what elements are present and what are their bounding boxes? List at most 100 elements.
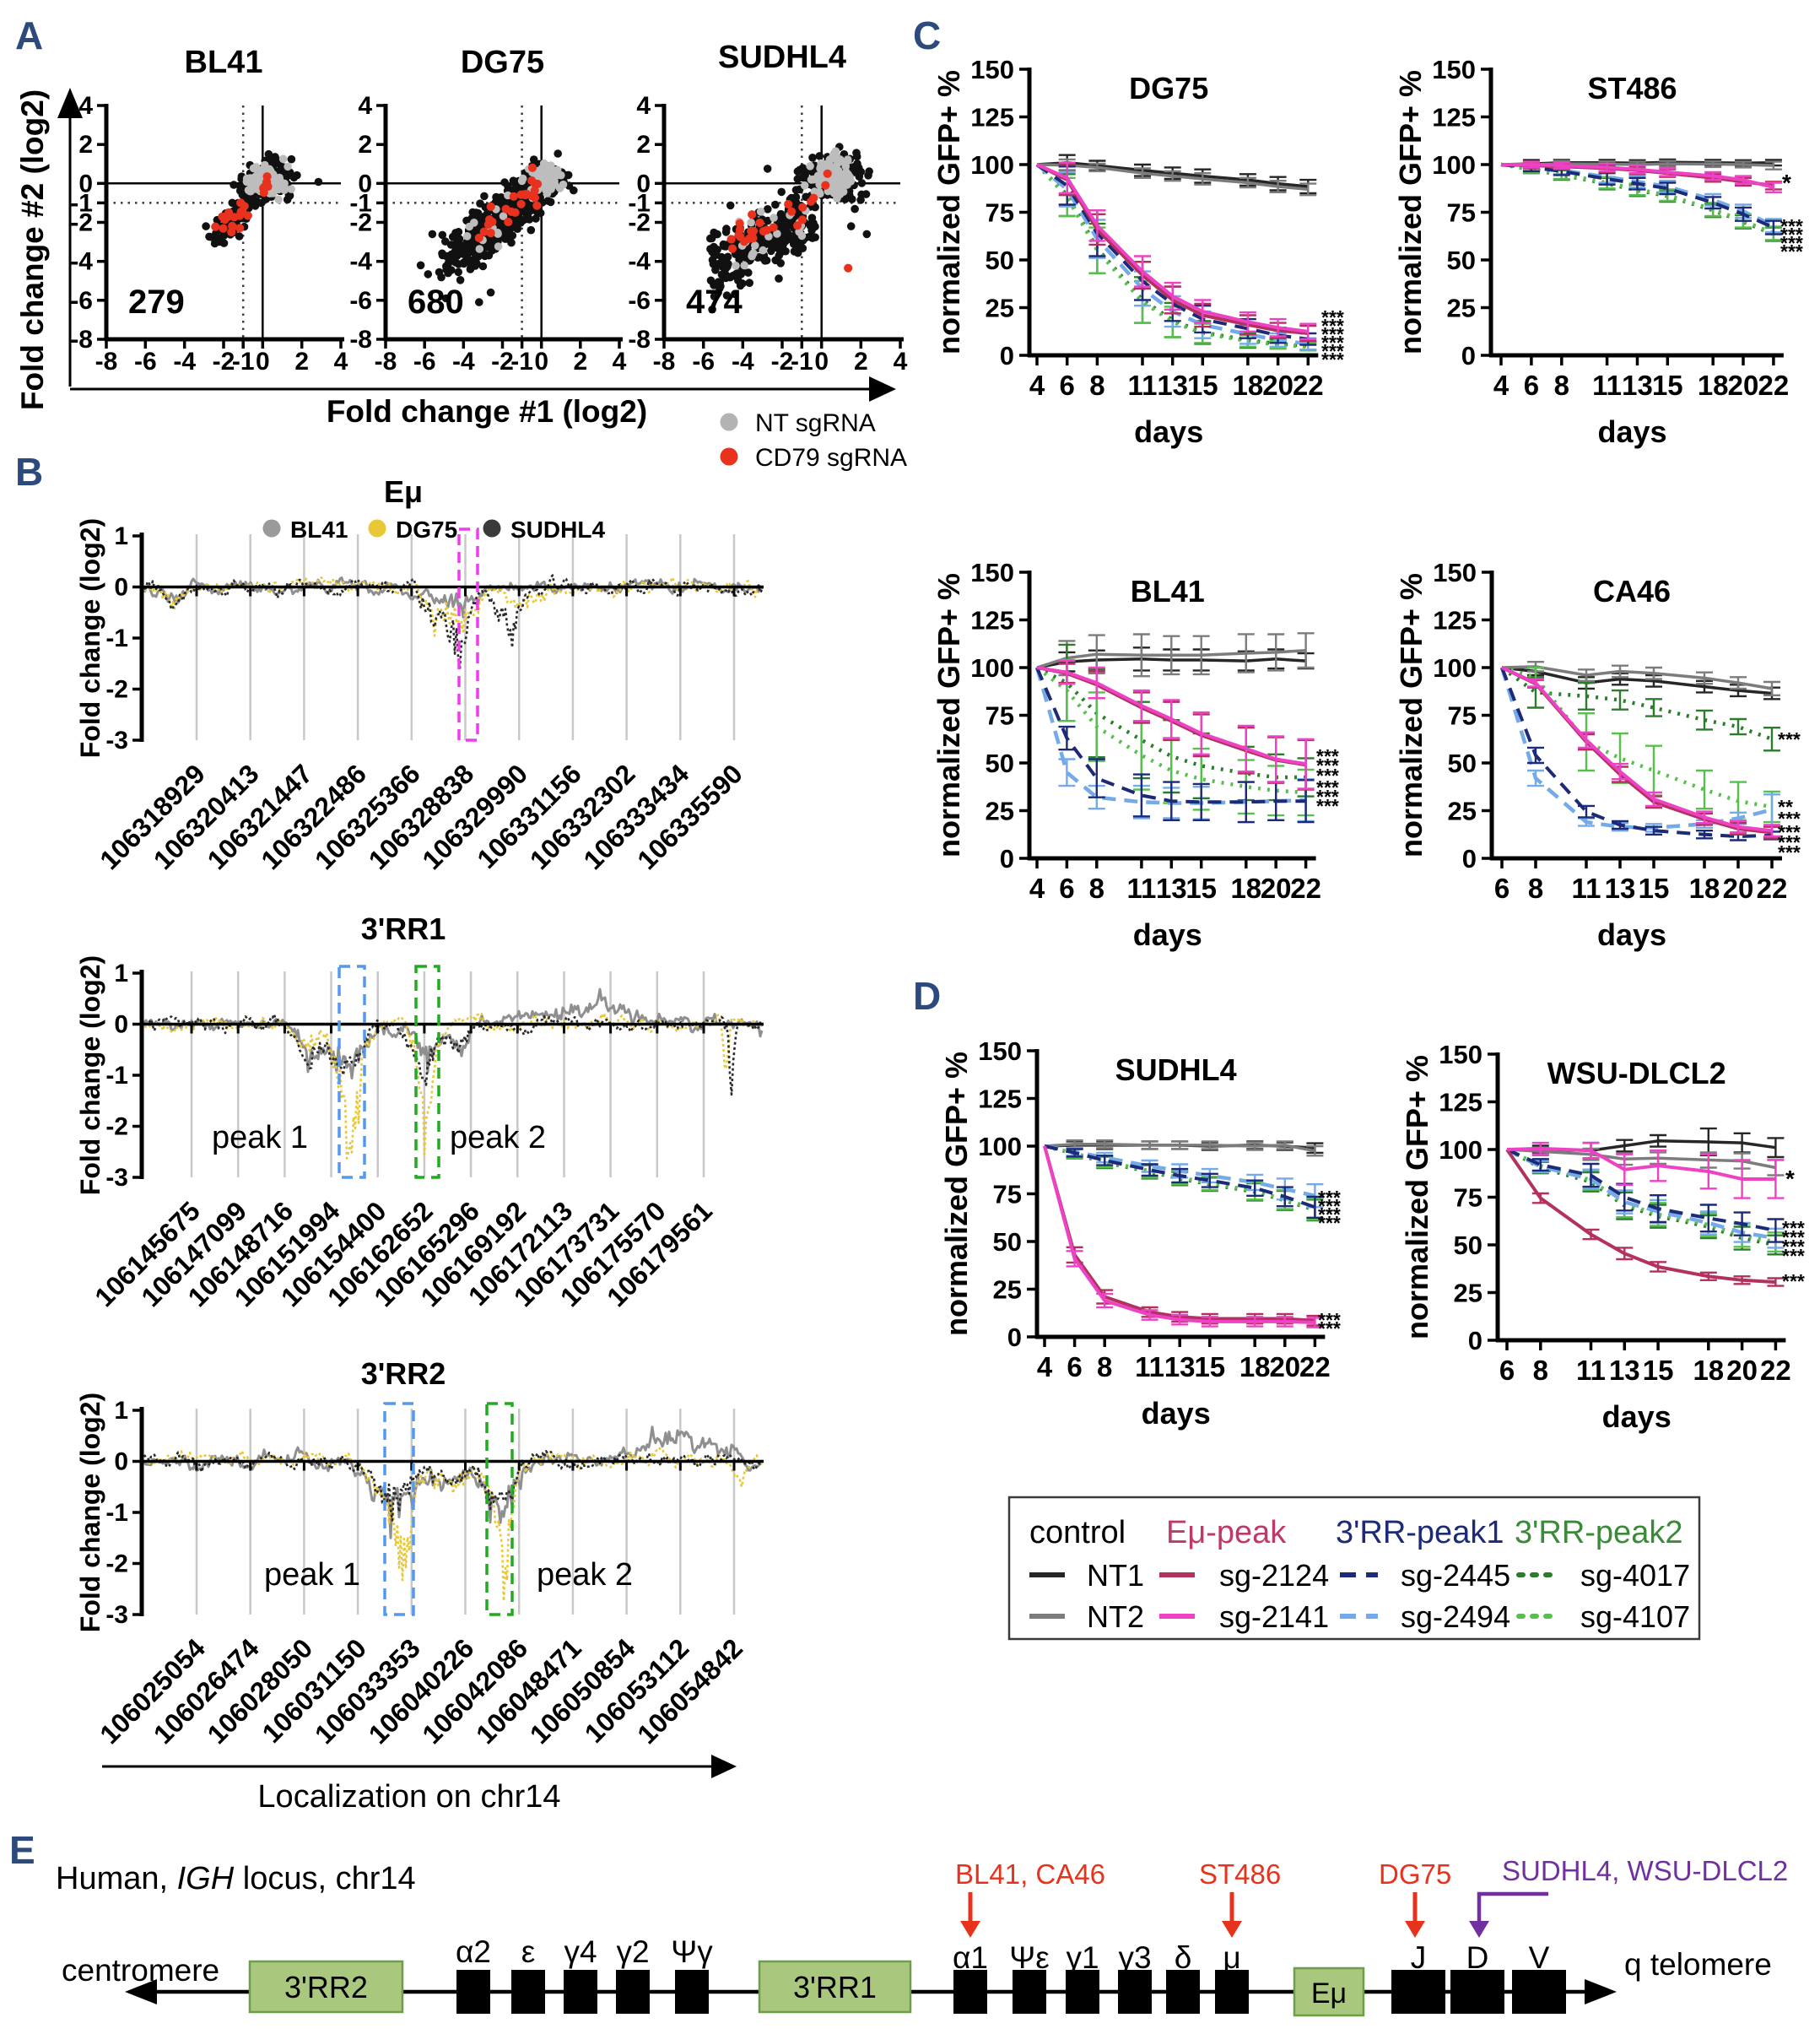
svg-text:-4: -4 (732, 348, 754, 376)
svg-text:BL41: BL41 (290, 517, 348, 543)
svg-text:peak 1: peak 1 (264, 1557, 360, 1593)
svg-text:22: 22 (1293, 370, 1324, 401)
svg-text:-4: -4 (452, 348, 475, 376)
svg-text:15: 15 (1194, 1351, 1225, 1382)
svg-text:α2: α2 (456, 1934, 491, 1969)
svg-text:C: C (913, 14, 941, 57)
svg-text:days: days (1134, 414, 1203, 449)
svg-text:11: 11 (1572, 873, 1601, 904)
svg-text:75: 75 (993, 1180, 1022, 1209)
svg-text:50: 50 (1454, 1231, 1482, 1260)
svg-text:-1: -1 (105, 625, 128, 652)
svg-text:11: 11 (1592, 370, 1622, 401)
svg-text:***: *** (1780, 241, 1803, 262)
svg-text:6: 6 (1524, 370, 1539, 401)
svg-text:4: 4 (334, 348, 348, 376)
svg-text:-3: -3 (105, 1164, 128, 1192)
svg-text:150: 150 (970, 558, 1014, 587)
svg-text:1: 1 (114, 1397, 128, 1425)
svg-text:sg-4107: sg-4107 (1580, 1599, 1690, 1634)
svg-text:8: 8 (1097, 1351, 1112, 1382)
svg-text:18: 18 (1698, 370, 1729, 401)
svg-text:0: 0 (1000, 341, 1014, 371)
svg-text:4: 4 (1493, 370, 1509, 401)
svg-text:***: *** (1321, 323, 1344, 345)
svg-text:normalized GFP+ %: normalized GFP+ % (932, 573, 966, 857)
svg-text:days: days (1142, 1396, 1211, 1431)
svg-text:peak 2: peak 2 (450, 1120, 546, 1155)
svg-text:DG75: DG75 (461, 45, 544, 80)
svg-text:4: 4 (1029, 873, 1045, 904)
svg-text:20: 20 (1262, 370, 1293, 401)
svg-text:25: 25 (986, 294, 1014, 323)
svg-text:2: 2 (854, 348, 868, 376)
svg-text:-1: -1 (791, 348, 813, 376)
svg-text:18: 18 (1689, 873, 1720, 904)
svg-text:75: 75 (986, 198, 1014, 228)
svg-text:-4: -4 (173, 348, 196, 376)
svg-text:B: B (15, 450, 43, 494)
svg-text:125: 125 (1432, 103, 1476, 133)
svg-text:γ3: γ3 (1118, 1940, 1151, 1975)
svg-text:100: 100 (1439, 1135, 1482, 1165)
svg-text:***: *** (1316, 776, 1339, 798)
svg-text:6: 6 (1059, 873, 1074, 904)
svg-text:ST486: ST486 (1199, 1858, 1281, 1890)
svg-text:***: *** (1318, 1187, 1341, 1209)
svg-text:6: 6 (1060, 370, 1075, 401)
svg-text:150: 150 (1439, 1040, 1482, 1069)
svg-text:75: 75 (1454, 1183, 1482, 1213)
svg-text:6: 6 (1067, 1351, 1082, 1382)
svg-text:V: V (1529, 1940, 1550, 1975)
svg-text:***: *** (1778, 841, 1801, 863)
svg-text:20: 20 (1726, 1355, 1758, 1386)
svg-text:11: 11 (1135, 1351, 1164, 1382)
svg-text:Fold change (log2): Fold change (log2) (75, 955, 105, 1195)
svg-text:Fold change #2 (log2): Fold change #2 (log2) (15, 89, 50, 410)
svg-text:γ4: γ4 (564, 1934, 597, 1969)
svg-text:Fold change (log2): Fold change (log2) (75, 1393, 105, 1632)
svg-text:A: A (15, 14, 43, 57)
svg-text:680: 680 (408, 284, 464, 321)
svg-text:***: *** (1321, 349, 1344, 371)
svg-text:***: *** (1321, 315, 1344, 337)
svg-text:days: days (1597, 917, 1666, 952)
svg-text:4: 4 (1037, 1351, 1053, 1382)
svg-text:-2: -2 (349, 209, 372, 237)
svg-text:100: 100 (978, 1132, 1022, 1161)
svg-text:days: days (1602, 1399, 1671, 1434)
svg-text:-6: -6 (70, 287, 93, 315)
svg-text:-6: -6 (628, 287, 651, 315)
svg-text:-6: -6 (413, 348, 436, 376)
svg-text:2: 2 (294, 348, 309, 376)
svg-text:DG75: DG75 (396, 517, 457, 543)
svg-text:normalized GFP+ %: normalized GFP+ % (1400, 1055, 1434, 1339)
svg-text:150: 150 (1433, 558, 1477, 587)
svg-text:sg-2445: sg-2445 (1401, 1558, 1510, 1593)
svg-text:1: 1 (114, 522, 128, 550)
svg-text:***: *** (1782, 1226, 1805, 1248)
svg-text:Fold change #1 (log2): Fold change #1 (log2) (327, 394, 647, 429)
svg-text:-2: -2 (213, 348, 235, 376)
svg-text:18: 18 (1239, 1351, 1271, 1382)
svg-text:-4: -4 (70, 248, 93, 276)
svg-text:15: 15 (1652, 370, 1683, 401)
svg-text:γ2: γ2 (616, 1934, 649, 1969)
svg-text:50: 50 (1447, 246, 1476, 275)
svg-text:***: *** (1780, 215, 1803, 237)
svg-text:Eμ: Eμ (1311, 1977, 1347, 2010)
svg-text:-8: -8 (653, 348, 676, 376)
svg-text:4: 4 (636, 92, 651, 120)
svg-text:J: J (1411, 1940, 1427, 1975)
svg-text:8: 8 (1089, 873, 1104, 904)
svg-text:-2: -2 (105, 676, 128, 704)
svg-text:75: 75 (986, 701, 1014, 731)
svg-text:18: 18 (1233, 370, 1264, 401)
svg-text:-8: -8 (70, 326, 93, 354)
svg-text:CA46: CA46 (1593, 574, 1671, 609)
svg-text:Human, IGH locus, chr14: Human, IGH locus, chr14 (56, 1861, 416, 1896)
svg-text:***: *** (1778, 808, 1801, 830)
svg-text:normalized GFP+ %: normalized GFP+ % (1393, 70, 1428, 354)
svg-text:-2: -2 (491, 348, 514, 376)
svg-text:125: 125 (970, 103, 1014, 133)
